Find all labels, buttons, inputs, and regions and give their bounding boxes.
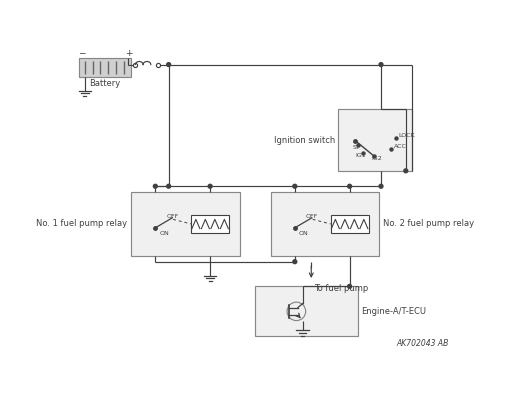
Bar: [79, 58, 131, 77]
Circle shape: [166, 63, 170, 67]
Bar: [191, 215, 229, 233]
Circle shape: [378, 63, 382, 67]
Text: No. 1 fuel pump relay: No. 1 fuel pump relay: [36, 220, 127, 228]
Circle shape: [347, 184, 351, 188]
Circle shape: [292, 260, 296, 264]
Text: OFF: OFF: [305, 214, 317, 219]
Text: AK702043 AB: AK702043 AB: [396, 339, 448, 348]
Text: ACC: ACC: [393, 144, 406, 149]
Text: Engine-A/T-ECU: Engine-A/T-ECU: [361, 307, 426, 316]
Text: ON: ON: [298, 231, 308, 236]
Text: IG1: IG1: [355, 153, 366, 158]
Bar: [338, 109, 411, 171]
Text: +: +: [124, 49, 132, 58]
Text: −: −: [78, 49, 85, 58]
Circle shape: [403, 169, 407, 173]
Text: Battery: Battery: [89, 79, 121, 88]
Text: To fuel pump: To fuel pump: [314, 284, 368, 293]
Text: IG2: IG2: [371, 156, 382, 161]
Circle shape: [208, 184, 212, 188]
Circle shape: [378, 184, 382, 188]
Circle shape: [153, 184, 157, 188]
Text: No. 2 fuel pump relay: No. 2 fuel pump relay: [383, 220, 474, 228]
Circle shape: [166, 184, 170, 188]
Text: OFF: OFF: [166, 214, 178, 219]
Text: ON: ON: [159, 231, 169, 236]
Text: LOCK: LOCK: [397, 133, 414, 138]
Bar: [270, 193, 379, 256]
Bar: [330, 215, 368, 233]
Bar: [131, 193, 239, 256]
Text: ST: ST: [351, 145, 360, 150]
Bar: [255, 286, 357, 336]
Circle shape: [347, 284, 351, 288]
Text: Ignition switch: Ignition switch: [274, 135, 335, 145]
Circle shape: [292, 184, 296, 188]
